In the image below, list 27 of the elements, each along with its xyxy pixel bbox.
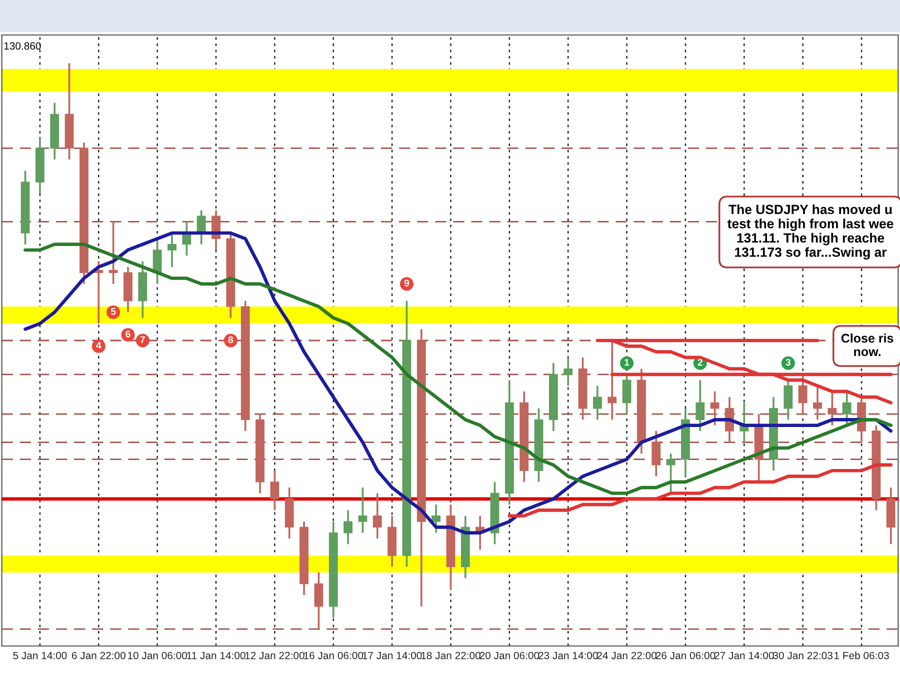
x-tick-label: 23 Jan 14:00 [538,652,598,660]
x-tick-label: 26 Jan 06:00 [656,652,716,660]
x-tick-label: 10 Jan 06:00 [128,652,188,660]
annotation: 9 [404,280,410,287]
annotation: 7 [140,336,145,344]
x-tick-label: 6 Jan 22:00 [72,652,126,660]
annotation: 5 [110,308,116,315]
x-tick-label: 11 Jan 14:00 [187,652,246,660]
annotation: 3 [786,358,791,366]
annotation: The USDJPY has moved u test the high from last wee 131.11. The high reache 131.173 so far...Swing ar [727,204,894,260]
annotation: 4 [96,342,102,349]
text: 130.860 [4,42,41,50]
x-tick-label: 1 Feb 06:03 [834,652,889,660]
x-tick-label: 20 Jan 06:00 [480,652,540,660]
annotation: Close ris now. [841,333,894,356]
x-tick-label: 12 Jan 22:00 [245,652,304,660]
annotation: 6 [126,330,130,338]
annotation: 1 [624,358,630,366]
x-tick-label: 16 Jan 06:00 [304,652,364,660]
x-tick-label: 5 Jan 14:00 [13,652,67,660]
x-tick-label: 27 Jan 14:00 [714,652,774,660]
annotation: 8 [228,336,234,344]
x-tick-label: 30 Jan 22:03 [773,652,832,660]
x-tick-label: 18 Jan 22:00 [421,652,480,660]
x-tick-label: 24 Jan 22:00 [597,652,656,660]
x-tick-label: 17 Jan 14:00 [362,652,422,660]
annotation: 2 [698,358,702,366]
